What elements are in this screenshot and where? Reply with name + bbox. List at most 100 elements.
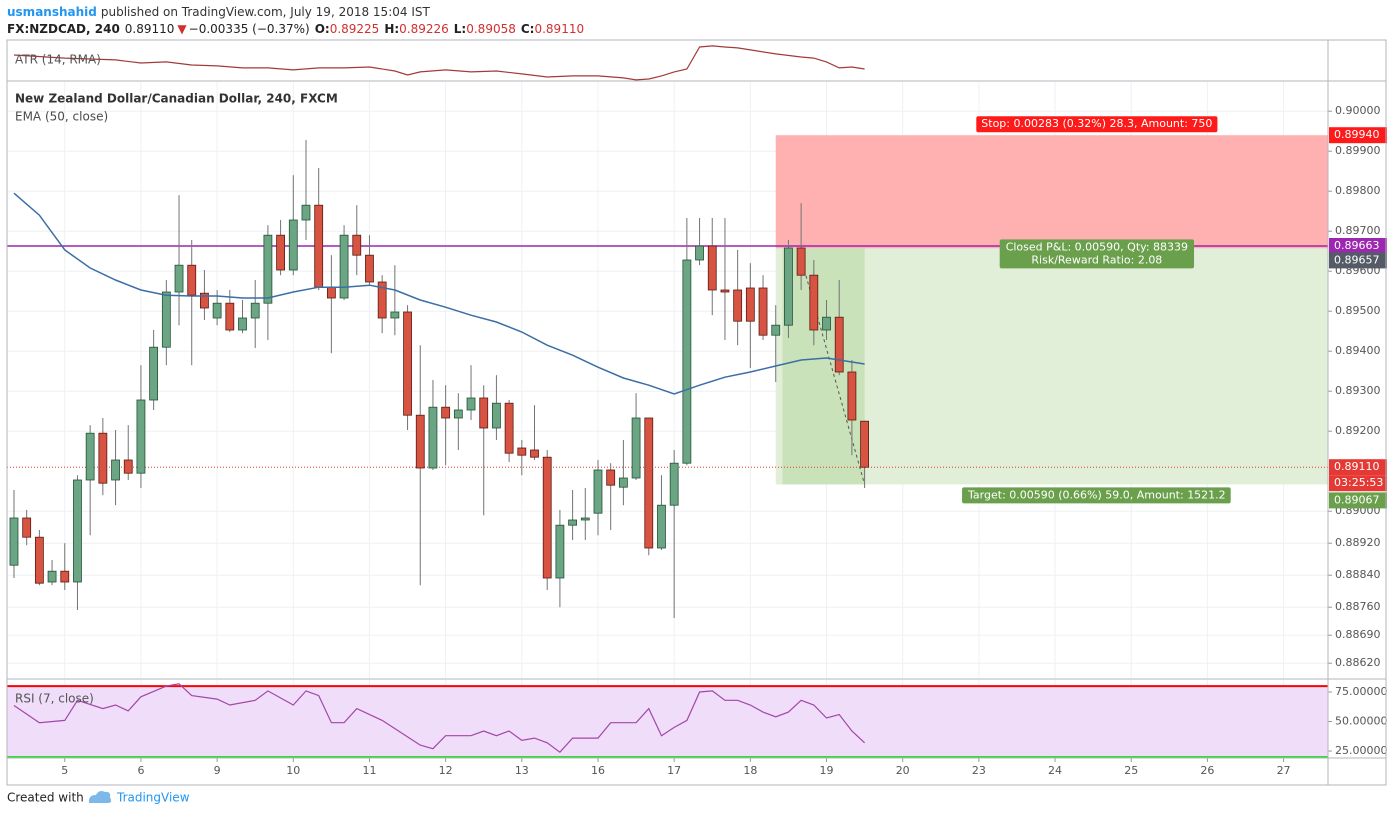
candle-body <box>695 245 704 261</box>
x-tick-label: 27 <box>1277 764 1291 777</box>
candle-body <box>682 259 692 464</box>
footer-created: Created with <box>7 791 84 805</box>
countdown-box <box>1329 475 1387 492</box>
candle-body <box>238 317 247 331</box>
stop-label: Stop: 0.00283 (0.32%) 28.3, Amount: 750 <box>981 117 1212 130</box>
x-tick-label: 16 <box>591 764 605 777</box>
entry-price-box <box>1329 252 1387 269</box>
hline-price: 0.89663 <box>1334 239 1380 252</box>
candle-body <box>73 479 82 583</box>
band-fill <box>7 686 1328 757</box>
target-price: 0.89067 <box>1334 493 1380 506</box>
y-tick-label: 0.88620 <box>1335 656 1381 669</box>
y-tick-label: 0.88690 <box>1335 628 1381 641</box>
candle-body <box>453 409 463 419</box>
symbol: FX:NZDCAD, 240 <box>7 22 120 36</box>
candle-body <box>187 264 197 296</box>
hline-price-box <box>1329 238 1387 254</box>
candle-body <box>631 417 641 479</box>
chart-border <box>6 39 1387 786</box>
x-tick-label: 20 <box>896 764 910 777</box>
x-tick-label: 18 <box>743 764 757 777</box>
candle-body <box>504 402 514 454</box>
pane-title: RSI (7, close) <box>15 692 94 706</box>
candle-body <box>301 204 311 221</box>
y-tick-label: 0.90000 <box>1335 104 1381 117</box>
chart-layer: ATR (14, RMA) 0.90000 0.89900 0.89800 0.8970… <box>7 45 1387 777</box>
countdown: 03:25:53 <box>1334 476 1383 489</box>
candle-body <box>657 504 666 549</box>
candle-body <box>796 247 806 276</box>
candle-body <box>771 324 781 336</box>
pnl-label: Closed P&L: 0.00590, Qty: 88339 <box>1006 240 1188 253</box>
candle-body <box>403 311 412 416</box>
target-label: Target: 0.00590 (0.66%) 59.0, Amount: 15… <box>967 488 1226 501</box>
candle-body <box>161 291 171 348</box>
x-tick-label: 13 <box>515 764 529 777</box>
ohlc-value: 0.89226 <box>399 22 449 36</box>
candle-body <box>111 459 120 481</box>
ohlc-label: O: <box>315 22 330 36</box>
candle-body <box>339 234 349 299</box>
candle-body <box>276 234 285 271</box>
candle-body <box>314 204 324 288</box>
candle-body <box>618 477 628 488</box>
candle-body <box>860 420 870 468</box>
candle-body <box>428 406 438 469</box>
target-price-box <box>1329 492 1387 509</box>
candle-body <box>136 399 146 474</box>
x-tick-label: 24 <box>1048 764 1062 777</box>
pane-title: ATR (14, RMA) <box>15 53 101 67</box>
candle-body <box>707 245 717 291</box>
candle-body <box>200 292 209 309</box>
candle-body <box>568 519 577 526</box>
indicator-line <box>13 45 865 81</box>
stop-label-box <box>976 116 1218 133</box>
pnl-box <box>999 239 1195 269</box>
author[interactable]: usmanshahid <box>7 5 97 19</box>
y-tick-label: 0.89900 <box>1335 144 1381 157</box>
entry-price: 0.89657 <box>1334 253 1380 266</box>
x-tick-label: 5 <box>61 764 68 777</box>
candle-body <box>352 234 362 256</box>
x-tick-label: 26 <box>1200 764 1214 777</box>
candle-body <box>479 397 489 429</box>
tradingview-logo[interactable] <box>88 791 112 803</box>
arrow: ▼ <box>177 22 187 36</box>
candle-body <box>834 316 844 373</box>
candle-body <box>85 432 95 481</box>
x-tick-label: 19 <box>820 764 834 777</box>
candle-body <box>784 247 793 326</box>
y-tick-label: 0.89200 <box>1335 424 1381 437</box>
target-label-box <box>962 487 1231 504</box>
header-line: usmanshahid published on TradingView.com,… <box>7 5 430 19</box>
candle-body <box>669 462 679 506</box>
candle-body <box>441 406 451 419</box>
ohlc-value: 0.89110 <box>534 22 584 36</box>
ohlc-value: 0.89225 <box>330 22 380 36</box>
stop-price-box <box>1329 127 1387 144</box>
rr-label: Risk/Reward Ratio: 2.08 <box>1031 253 1162 266</box>
ohlc-label: H: <box>384 22 399 36</box>
x-tick-label: 6 <box>137 764 144 777</box>
y-tick-label: 0.89300 <box>1335 384 1381 397</box>
candle-body <box>644 417 654 549</box>
candle-body <box>720 289 730 293</box>
x-tick-label: 17 <box>667 764 681 777</box>
footer-brand[interactable]: TradingView <box>116 791 190 805</box>
trade-zone <box>782 248 865 485</box>
indicator-line <box>13 683 866 754</box>
y-tick-label: 0.88840 <box>1335 568 1381 581</box>
last: 0.89110 <box>125 22 175 36</box>
y-tick-label: 0.88920 <box>1335 536 1381 549</box>
ema-line <box>13 192 865 395</box>
y-tick-label: 0.88760 <box>1335 600 1381 613</box>
candle-body <box>390 311 400 319</box>
candle-body <box>60 570 70 583</box>
x-tick-label: 10 <box>286 764 300 777</box>
candle-body <box>580 517 590 521</box>
candle-body <box>555 524 565 579</box>
candle-body <box>822 316 831 331</box>
y-tick-label: 50.00000 <box>1335 715 1387 728</box>
